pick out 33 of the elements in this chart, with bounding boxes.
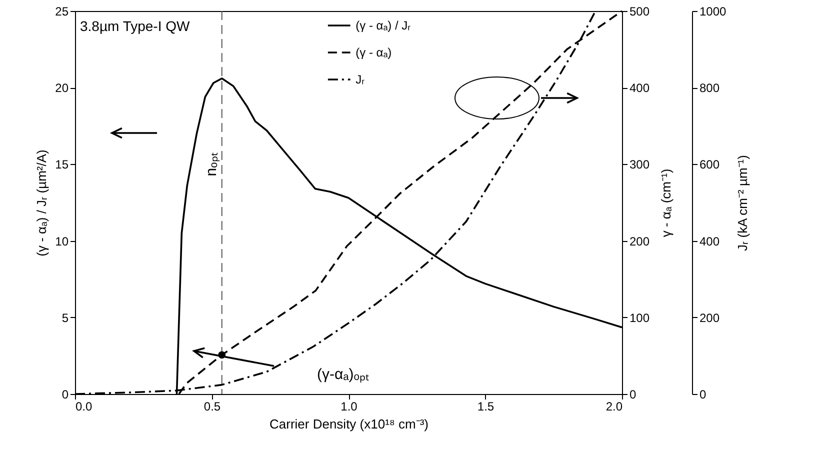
y-axis-title: (γ - αₐ) / Jᵣ (µm²/A) xyxy=(34,150,50,256)
annotation: (γ-αₐ)ₒₚₜ xyxy=(317,366,370,383)
y-tick-label: 0 xyxy=(62,388,69,402)
x-tick-label: 1.0 xyxy=(340,400,358,414)
y3-tick-label: 1000 xyxy=(700,4,727,18)
y2-tick-label: 500 xyxy=(630,4,650,18)
x-axis-title: Carrier Density (x10¹⁸ cm⁻³) xyxy=(270,416,428,432)
y-tick-label: 10 xyxy=(55,234,69,248)
x-tick-label: 0.5 xyxy=(204,400,221,414)
annotation: 3.8µm Type-I QW xyxy=(80,18,191,34)
ref-line-label: nₒₚₜ xyxy=(202,152,220,176)
x-tick-label: 0.0 xyxy=(76,400,93,414)
y3-tick-label: 0 xyxy=(700,388,706,402)
legend-label: (γ - αₐ) / Jᵣ xyxy=(356,18,411,32)
y2-tick-label: 300 xyxy=(630,158,650,172)
y2-tick-label: 200 xyxy=(630,234,650,248)
y2-tick-label: 100 xyxy=(630,310,650,325)
y2-axis-title: γ - αₐ (cm⁻¹) xyxy=(658,168,674,238)
y2-tick-label: 400 xyxy=(630,81,650,96)
x-tick-label: 2.0 xyxy=(606,400,623,414)
y-tick-label: 20 xyxy=(55,81,69,96)
y3-axis-title: Jᵣ (kA cm⁻² µm⁻¹) xyxy=(735,155,750,251)
x-tick-label: 1.5 xyxy=(477,400,494,414)
y3-tick-label: 600 xyxy=(700,158,720,172)
legend-label: (γ - αₐ) xyxy=(356,46,392,60)
legend-label: Jᵣ xyxy=(356,72,365,86)
y-tick-label: 25 xyxy=(55,4,69,18)
y3-tick-label: 800 xyxy=(700,81,720,96)
y3-tick-label: 200 xyxy=(700,310,720,325)
y2-tick-label: 0 xyxy=(630,388,636,402)
y-tick-label: 15 xyxy=(55,158,69,172)
y3-tick-label: 400 xyxy=(700,234,720,248)
y-tick-label: 5 xyxy=(62,310,69,325)
